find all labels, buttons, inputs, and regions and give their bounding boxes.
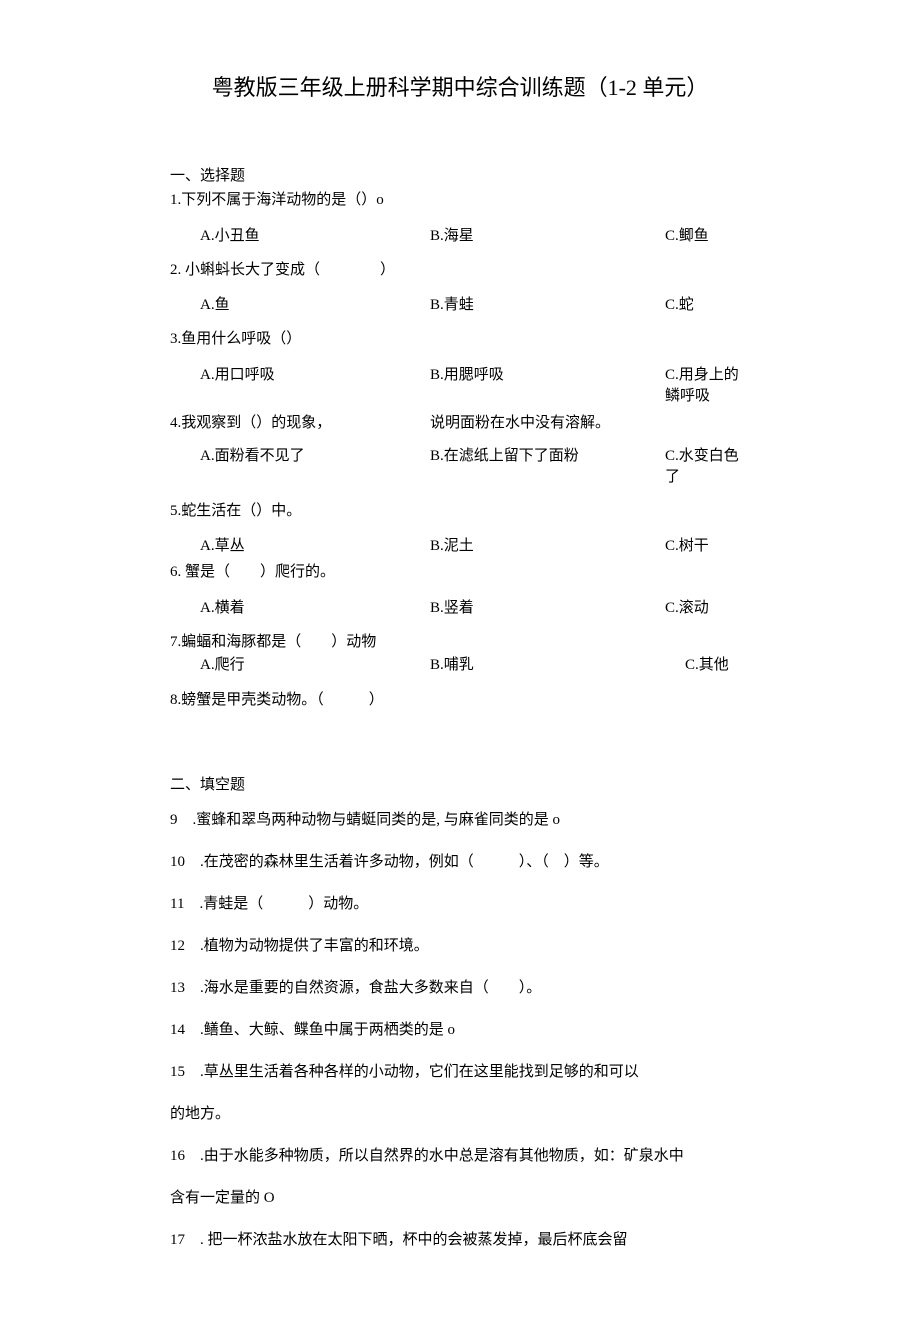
q2-text: 2. 小蝌蚪长大了变成（ ） [170, 259, 750, 282]
q5-text: 5.蛇生活在（）中。 [170, 500, 750, 523]
fill-item-9: 9 .蜜蜂和翠鸟两种动物与蜻蜓同类的是, 与麻雀同类的是 o [170, 808, 750, 832]
q1-text: 1.下列不属于海洋动物的是（）o [170, 189, 750, 212]
q3-text: 3.鱼用什么呼吸（） [170, 328, 750, 351]
q6-option-c: C.滚动 [665, 596, 750, 617]
q1-option-b: B.海星 [430, 224, 665, 245]
fill-item-12: 12 .植物为动物提供了丰富的和环境。 [170, 934, 750, 958]
q1-option-a: A.小丑鱼 [170, 224, 430, 245]
q7-block: 7.蝙蝠和海豚都是（ ）动物 A.爬行 B.哺乳 C.其他 [170, 631, 750, 675]
q7-option-c: C.其他 [665, 653, 750, 674]
section-2-header: 二、填空题 [170, 773, 750, 794]
q6-option-b: B.竖着 [430, 596, 665, 617]
q7-option-a: A.爬行 [170, 653, 430, 674]
q3-options: A.用口呼吸 B.用腮呼吸 C.用身上的鳞呼吸 [170, 363, 750, 405]
q7-options: A.爬行 B.哺乳 C.其他 [170, 653, 750, 674]
q2-option-c: C.蛇 [665, 293, 750, 314]
fill-item-11: 11 .青蛙是（ ）动物。 [170, 892, 750, 916]
q5-options: A.草丛 B.泥土 C.树干 [170, 534, 750, 555]
q2-options: A.鱼 B.青蛙 C.蛇 [170, 293, 750, 314]
q4-text-right: 说明面粉在水中没有溶解。 [430, 411, 750, 432]
section-1-header: 一、选择题 [170, 164, 750, 185]
fill-item-14: 14 .鳝鱼、大鲸、鲽鱼中属于两栖类的是 o [170, 1018, 750, 1042]
fill-item-15b: 的地方。 [170, 1102, 750, 1126]
fill-item-10: 10 .在茂密的森林里生活着许多动物，例如（ ）、（ ）等。 [170, 850, 750, 874]
q3-option-c: C.用身上的鳞呼吸 [665, 363, 750, 405]
fill-item-16: 16 .由于水能多种物质，所以自然界的水中总是溶有其他物质，如：矿泉水中 [170, 1144, 750, 1168]
fill-item-17: 17 . 把一杯浓盐水放在太阳下晒，杯中的会被蒸发掉，最后杯底会留 [170, 1228, 750, 1252]
q5-option-c: C.树干 [665, 534, 750, 555]
q8-text: 8.螃蟹是甲壳类动物。（ ） [170, 688, 750, 709]
q4-option-a: A.面粉看不见了 [170, 444, 430, 486]
q7-text: 7.蝙蝠和海豚都是（ ）动物 [170, 631, 750, 654]
q4-option-c: C.水变白色了 [665, 444, 750, 486]
section-2: 二、填空题 9 .蜜蜂和翠鸟两种动物与蜻蜓同类的是, 与麻雀同类的是 o 10 … [170, 773, 750, 1252]
q2-option-a: A.鱼 [170, 293, 430, 314]
q1-options: A.小丑鱼 B.海星 C.鲫鱼 [170, 224, 750, 245]
q4-options: A.面粉看不见了 B.在滤纸上留下了面粉 C.水变白色了 [170, 444, 750, 486]
q5-option-a: A.草丛 [170, 534, 430, 555]
page-title: 粤教版三年级上册科学期中综合训练题（1-2 单元） [170, 70, 750, 102]
q4-text-left: 4.我观察到（）的现象， [170, 411, 430, 432]
document-page: 粤教版三年级上册科学期中综合训练题（1-2 单元） 一、选择题 1.下列不属于海… [0, 0, 920, 1330]
q3-option-b: B.用腮呼吸 [430, 363, 665, 405]
q6-option-a: A.横着 [170, 596, 430, 617]
q6-text: 6. 蟹是（ ）爬行的。 [170, 561, 750, 584]
q6-options: A.横着 B.竖着 C.滚动 [170, 596, 750, 617]
fill-item-15: 15 .草丛里生活着各种各样的小动物，它们在这里能找到足够的和可以 [170, 1060, 750, 1084]
fill-item-13: 13 .海水是重要的自然资源，食盐大多数来自（ ）。 [170, 976, 750, 1000]
q4-text-row: 4.我观察到（）的现象， 说明面粉在水中没有溶解。 [170, 411, 750, 432]
q3-option-a: A.用口呼吸 [170, 363, 430, 405]
q1-option-c: C.鲫鱼 [665, 224, 750, 245]
q5-option-b: B.泥土 [430, 534, 665, 555]
q7-option-b: B.哺乳 [430, 653, 665, 674]
fill-item-16b: 含有一定量的 O [170, 1186, 750, 1210]
q4-option-b: B.在滤纸上留下了面粉 [430, 444, 665, 486]
q2-option-b: B.青蛙 [430, 293, 665, 314]
